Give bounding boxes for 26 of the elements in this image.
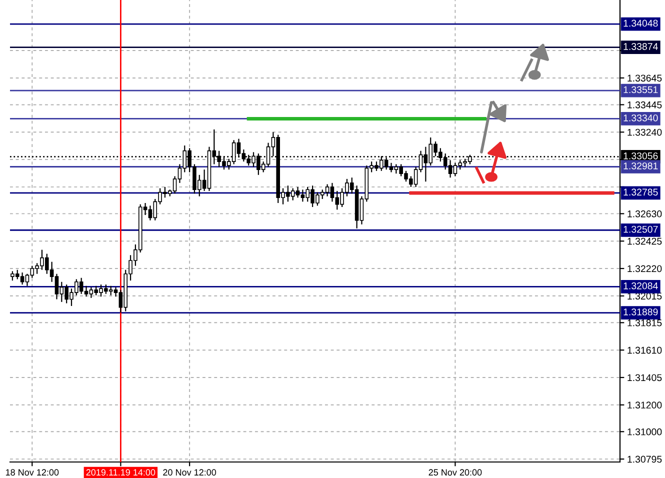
x-tick-label: 25 Nov 20:00: [428, 469, 482, 476]
ref-line-label: 1.33340: [624, 114, 658, 122]
x-tick-label: 2019.11.19 14:00: [86, 469, 156, 476]
y-tick-label: 1.33645: [628, 74, 662, 82]
y-tick-label: 1.31610: [628, 346, 662, 354]
y-tick-label: 1.33240: [628, 128, 662, 136]
ref-line-label: 1.31889: [624, 308, 658, 316]
ref-line-label: 1.32507: [624, 226, 658, 233]
ref-line-label: 1.32084: [624, 282, 658, 290]
x-tick-label: 20 Nov 12:00: [163, 469, 216, 476]
y-tick-label: 1.33445: [628, 101, 662, 108]
y-tick-label: 1.32425: [628, 238, 662, 245]
y-tick-label: 1.32220: [628, 265, 662, 272]
x-tick-label: 18 Nov 12:00: [6, 469, 59, 476]
ref-line-label: 1.32981: [624, 162, 658, 170]
y-tick-label: 1.31815: [628, 319, 662, 326]
y-tick-label: 1.30795: [628, 456, 662, 463]
y-tick-label: 1.31405: [628, 374, 662, 382]
y-tick-label: 1.32630: [628, 210, 662, 218]
y-tick-label: 1.31000: [628, 428, 662, 436]
ref-line-label: 1.34048: [624, 20, 658, 27]
ref-line-label: 1.33551: [624, 86, 658, 94]
ref-line-label: 1.33874: [624, 43, 658, 50]
y-tick-label: 1.31200: [628, 402, 662, 409]
ref-line-label: 1.32785: [624, 188, 658, 196]
ref-line-label: 1.33056: [624, 152, 658, 160]
